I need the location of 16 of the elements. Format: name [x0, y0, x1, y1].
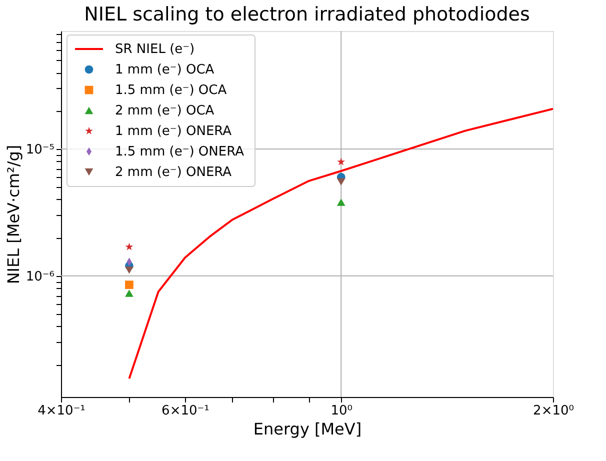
x-tick-label: 10⁰: [330, 404, 352, 418]
x-tick-label: 4×10⁻¹: [38, 404, 86, 418]
chart-title: NIEL scaling to electron irradiated photodiodes: [84, 3, 530, 26]
legend-label: 1.5 mm (e⁻) OCA: [115, 83, 227, 98]
legend-label: 2 mm (e⁻) OCA: [115, 104, 214, 118]
y-tick-label: 10⁻⁵: [26, 142, 54, 158]
x-tick-label: 6×10⁻¹: [162, 404, 210, 418]
x-tick-label: 2×10⁰: [533, 404, 574, 418]
y-tick-label: 10⁻⁶: [26, 269, 54, 284]
legend-label: 1 mm (e⁻) OCA: [115, 62, 214, 78]
legend-label: SR NIEL (e⁻): [115, 42, 195, 57]
x-axis-title: Energy [MeV]: [253, 420, 362, 438]
legend-label: 1 mm (e⁻) ONERA: [115, 124, 232, 139]
legend-label: 2 mm (e⁻) ONERA: [115, 165, 232, 180]
y-axis-title: NIEL [MeV·cm²/g]: [4, 144, 23, 284]
legend-label: 1.5 mm (e⁻) ONERA: [115, 144, 244, 160]
